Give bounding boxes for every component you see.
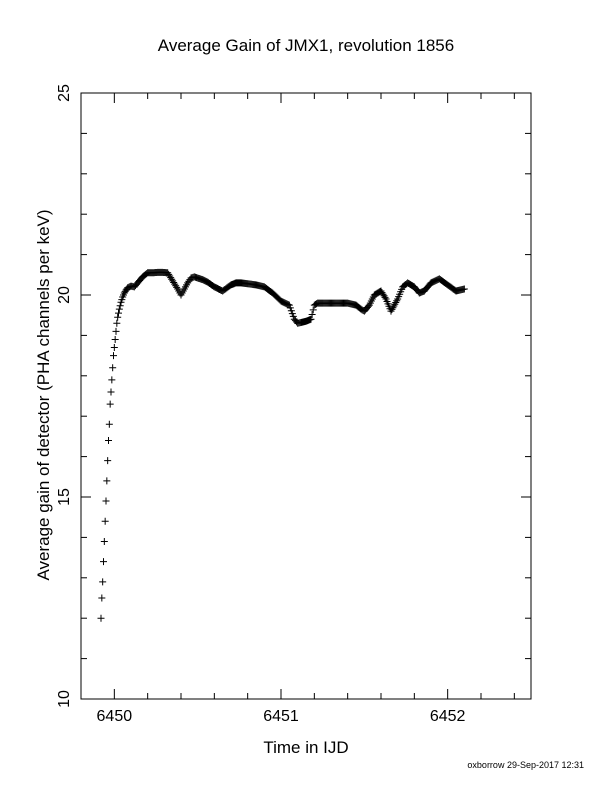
data-point-marker [103, 477, 111, 485]
data-point-marker [173, 283, 181, 291]
data-point-marker [106, 400, 114, 408]
data-point-marker [98, 594, 106, 602]
axis-ticks [80, 92, 531, 700]
data-point-marker [101, 517, 109, 525]
data-point-marker [116, 302, 124, 310]
data-point-marker [393, 297, 401, 305]
data-point-marker [113, 319, 121, 327]
data-point-marker [99, 578, 107, 586]
data-point-marker [110, 352, 117, 360]
data-point-marker [308, 311, 316, 319]
data-point-marker [309, 306, 317, 314]
data-point-marker [381, 293, 389, 301]
data-point-marker [460, 285, 468, 293]
data-point-marker [104, 457, 112, 465]
x-tick-label: 6450 [97, 708, 133, 725]
data-point-marker [107, 388, 115, 396]
data-point-marker [109, 364, 117, 372]
data-point-marker [108, 376, 116, 384]
data-markers [97, 268, 468, 622]
data-point-marker [114, 313, 122, 321]
data-point-marker [105, 420, 113, 428]
data-point-marker [100, 537, 108, 545]
y-tick-label: 10 [56, 690, 73, 708]
data-point-marker [115, 305, 123, 313]
tick-labels: 6450 6451 6452 10 15 20 25 [56, 84, 466, 725]
data-point-marker [307, 315, 315, 323]
x-axis-label: Time in IJD [263, 738, 349, 757]
y-tick-label: 20 [56, 286, 73, 304]
x-tick-label: 6452 [430, 708, 466, 725]
data-point-marker [115, 309, 122, 317]
plot-frame [80, 92, 532, 700]
chart-title: Average Gain of JMX1, revolution 1856 [157, 36, 455, 55]
y-axis-label: Average gain of detector (PHA channels p… [34, 209, 53, 581]
data-point-marker [110, 344, 118, 352]
y-tick-label: 15 [56, 488, 73, 506]
data-point-marker [102, 497, 110, 505]
data-point-marker [100, 558, 107, 566]
footer-timestamp: oxborrow 29-Sep-2017 12:31 [467, 760, 584, 770]
y-tick-label: 25 [56, 84, 73, 102]
data-point-marker [105, 436, 112, 444]
data-point-marker [112, 327, 120, 335]
data-point-marker [97, 614, 105, 622]
x-tick-label: 6451 [263, 708, 299, 725]
data-point-marker [111, 335, 119, 343]
